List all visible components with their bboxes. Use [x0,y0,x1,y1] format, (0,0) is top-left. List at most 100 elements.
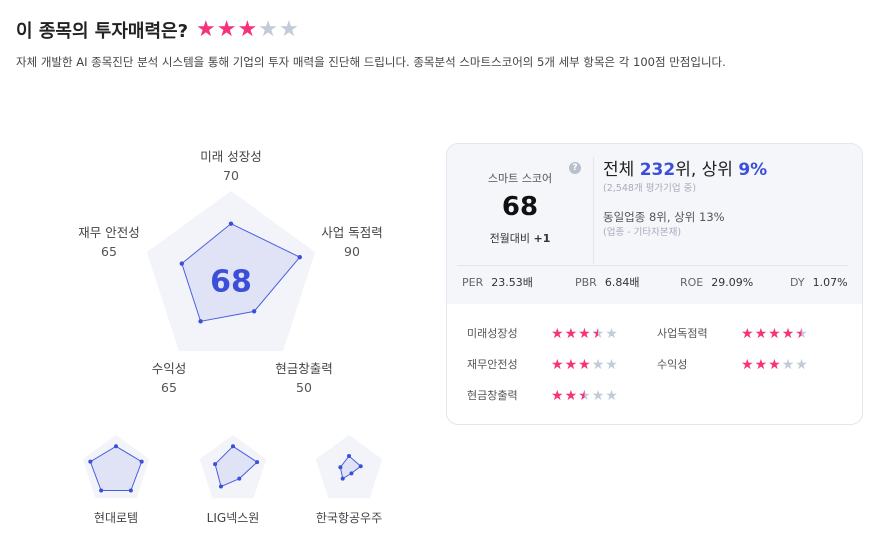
metric-pbr: PBR 6.84배 [575,276,640,289]
radar-point [228,221,234,226]
peer-radar-point [358,464,363,469]
radar-center-score: 68 [210,265,252,300]
rating-row: 재무안전성 ★ ★ ★ ★ ★ [467,357,618,373]
peer-radar-background [315,435,383,499]
star-empty-icon: ★ [278,17,299,42]
star-empty-icon: ★ [605,388,618,404]
peer-radar-point [338,465,343,470]
rating-name: 미래성장성 [467,327,518,340]
peer-radar-point [99,488,104,493]
peer-radar-shape [214,445,258,488]
star-filled-icon: ★ [551,326,564,342]
divider [457,265,848,266]
radar-point [251,309,257,314]
peer-radar-background [199,435,267,499]
metric-dy: DY 1.07% [790,276,848,289]
peer-radar-point [213,462,218,467]
peer-radar-point [128,488,133,493]
radar-shape [181,223,301,322]
radar-point [198,319,203,324]
star-empty-icon: ★ [591,388,605,404]
star-empty-icon: ★ [605,357,618,373]
star-empty-icon: ★ [795,357,808,373]
peer-radar-point [231,444,235,449]
peer-radar-point [255,460,260,465]
rank-sub: (2,548개 평가기업 중) [603,183,697,194]
help-icon[interactable]: ? [569,162,581,174]
radar-background [146,191,316,352]
industry-rank: 동일업종 8위, 상위 13% [603,210,725,224]
mom-change: 전월대비 +1 [489,232,551,245]
star-filled-icon: ★ [564,388,578,404]
peer-radar-point [347,454,351,459]
rating-stars: ★ ★ ★ ★ ★ [551,358,618,372]
star-half-icon: ★ [795,326,808,342]
star-filled-icon: ★ [741,326,754,342]
divider [593,157,594,264]
star-filled-icon: ★ [551,357,564,373]
axis-label-cash: 현금창출력 50 [275,361,333,395]
star-filled-icon: ★ [754,326,768,342]
star-filled-icon: ★ [578,326,591,342]
star-filled-icon: ★ [196,17,216,42]
star-filled-icon: ★ [237,17,258,42]
star-empty-icon: ★ [781,357,795,373]
description: 자체 개발한 AI 종목진단 분석 시스템을 통해 기업의 투자 매력을 진단해… [16,55,726,69]
star-filled-icon: ★ [578,357,591,373]
rating-stars: ★ ★ ★ ★ ★ [741,358,808,372]
star-filled-icon: ★ [768,326,781,342]
peer-radar-point [139,459,144,464]
peer-radar-point [340,476,345,481]
peer-radar-point [349,471,354,476]
star-filled-icon: ★ [564,326,578,342]
axis-label-finance: 재무 안전성 65 [78,225,140,259]
rating-row: 미래성장성 ★ ★ ★ ★ ★ [467,326,618,342]
section-title: 이 종목의 투자매력은? ★ ★ ★ ★ ★ [16,17,299,43]
overall-rank: 전체 232위, 상위 9% [603,160,768,180]
score-card: 스마트 스코어 68 전월대비 +1 ? 전체 232위, 상위 9% (2,5… [446,143,863,425]
peer-name[interactable]: 한국항공우주 [315,511,383,525]
rating-name: 사업독점력 [657,327,708,340]
peer-radar-background [82,435,150,499]
star-filled-icon: ★ [781,326,795,342]
rating-stars: ★ ★ ★ ★ ★ [741,327,808,341]
rating-row: 수익성 ★ ★ ★ ★ ★ [657,357,808,373]
rating-stars: ★ ★ ★ ★ ★ [196,19,299,41]
star-empty-icon: ★ [258,17,278,42]
peer-radar-shape [89,445,143,492]
axis-label-growth: 미래 성장성 70 [200,149,262,183]
rating-stars: ★ ★ ★ ★ ★ [551,327,618,341]
smart-score: 68 [501,192,539,222]
peer-radar-shape [339,455,362,480]
peer-radar-point [237,476,242,481]
rating-name: 재무안전성 [467,358,518,371]
star-filled-icon: ★ [741,357,754,373]
rating-row: 사업독점력 ★ ★ ★ ★ ★ [657,326,808,342]
metric-roe: ROE 29.09% [680,276,754,289]
star-filled-icon: ★ [768,357,781,373]
radar-point [179,261,185,266]
peer-radar-point [218,484,223,489]
axis-label-monopoly: 사업 독점력 90 [321,225,383,259]
star-filled-icon: ★ [564,357,578,373]
star-half-icon: ★ [591,326,605,342]
star-filled-icon: ★ [551,388,564,404]
star-filled-icon: ★ [216,17,237,42]
star-filled-icon: ★ [754,357,768,373]
metric-per: PER 23.53배 [462,276,533,289]
axis-label-profit: 수익성 65 [151,361,187,395]
industry-sub: (업종 - 기타자본재) [603,227,682,238]
rating-stars: ★ ★ ★ ★ ★ [551,389,618,403]
radar-point [297,254,302,260]
peer-name[interactable]: LIG넥스원 [206,511,260,525]
peer-radar-point [88,459,93,464]
rating-row: 현금창출력 ★ ★ ★ ★ ★ [467,388,618,404]
star-empty-icon: ★ [605,326,618,342]
peer-name[interactable]: 현대로템 [93,511,139,525]
rating-name: 수익성 [657,358,688,371]
peer-radar-point [114,444,118,449]
smart-score-label: 스마트 스코어 [487,172,553,185]
rating-name: 현금창출력 [467,389,518,402]
star-empty-icon: ★ [591,357,605,373]
